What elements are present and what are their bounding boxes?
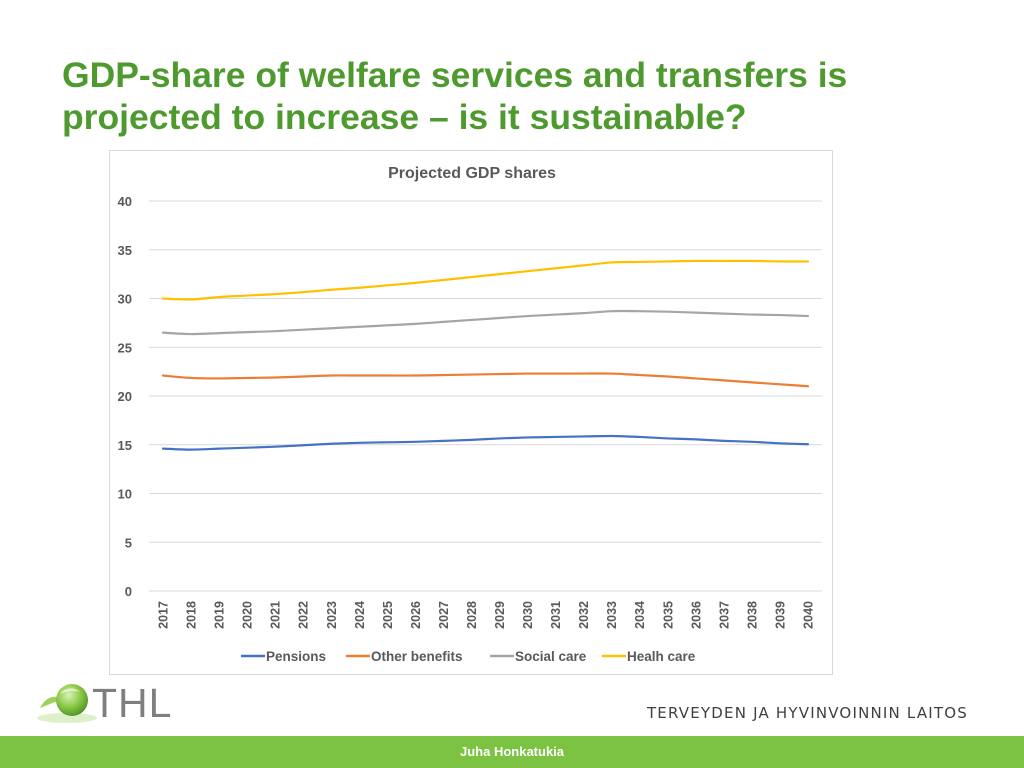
series-line-pensions [161, 434, 810, 451]
legend-label: Pensions [266, 649, 326, 664]
y-tick-label: 5 [125, 535, 132, 550]
x-tick-label: 2035 [661, 601, 675, 629]
x-tick-label: 2017 [157, 601, 171, 629]
y-tick-label: 35 [118, 243, 132, 258]
series-line-other-benefits [161, 372, 810, 388]
footer-author: Juha Honkatukia [459, 744, 565, 759]
logo-text: THL [92, 680, 173, 726]
x-tick-label: 2024 [353, 601, 367, 629]
x-tick-label: 2039 [773, 601, 787, 629]
y-tick-label: 0 [125, 584, 132, 599]
gridlines [149, 200, 822, 592]
legend: Pensions Other benefits Social care Healh c… [241, 649, 696, 664]
y-tick-label: 30 [118, 292, 132, 307]
x-tick-label: 2018 [185, 601, 199, 629]
x-tick-label: 2028 [465, 601, 479, 629]
series-lines [161, 259, 810, 451]
x-axis-ticks: 2017 2018 2019 2020 2021 2022 2023 2024 2025 2026… [157, 601, 816, 629]
series-line-social-care [161, 309, 810, 336]
x-tick-label: 2019 [213, 601, 227, 629]
x-tick-label: 2034 [633, 601, 647, 629]
institute-name: TERVEYDEN JA HYVINVOINNIN LAITOS [646, 704, 968, 722]
x-tick-label: 2033 [605, 601, 619, 629]
footer-bar: Juha Honkatukia [0, 736, 1024, 768]
x-tick-label: 2031 [549, 601, 563, 629]
x-tick-label: 2040 [801, 601, 815, 629]
x-tick-label: 2022 [297, 601, 311, 629]
legend-label: Other benefits [371, 649, 463, 664]
x-tick-label: 2026 [409, 601, 423, 629]
legend-label: Social care [515, 649, 587, 664]
chart-title: Projected GDP shares [388, 165, 556, 182]
y-tick-label: 20 [118, 389, 132, 404]
x-tick-label: 2025 [381, 601, 395, 629]
x-tick-label: 2021 [269, 601, 283, 629]
x-tick-label: 2020 [241, 601, 255, 629]
series-line-healh-care [161, 259, 810, 301]
legend-label: Healh care [627, 649, 696, 664]
slide-title: GDP-share of welfare services and transf… [62, 55, 848, 137]
y-tick-label: 15 [118, 438, 132, 453]
x-tick-label: 2037 [717, 601, 731, 629]
y-axis-ticks: 0 5 10 15 20 25 30 35 40 [118, 194, 132, 599]
thl-logo-icon [37, 684, 97, 723]
x-tick-label: 2038 [745, 601, 759, 629]
x-tick-label: 2032 [577, 601, 591, 629]
x-tick-label: 2036 [689, 601, 703, 629]
x-tick-label: 2027 [437, 601, 451, 629]
y-tick-label: 10 [118, 487, 132, 502]
y-tick-label: 25 [118, 340, 132, 355]
x-tick-label: 2029 [493, 601, 507, 629]
y-tick-label: 40 [118, 194, 132, 209]
x-tick-label: 2023 [325, 601, 339, 629]
x-tick-label: 2030 [521, 601, 535, 629]
chart-container: Projected GDP shares 0 5 10 15 20 25 30 35 40 20… [109, 150, 833, 675]
